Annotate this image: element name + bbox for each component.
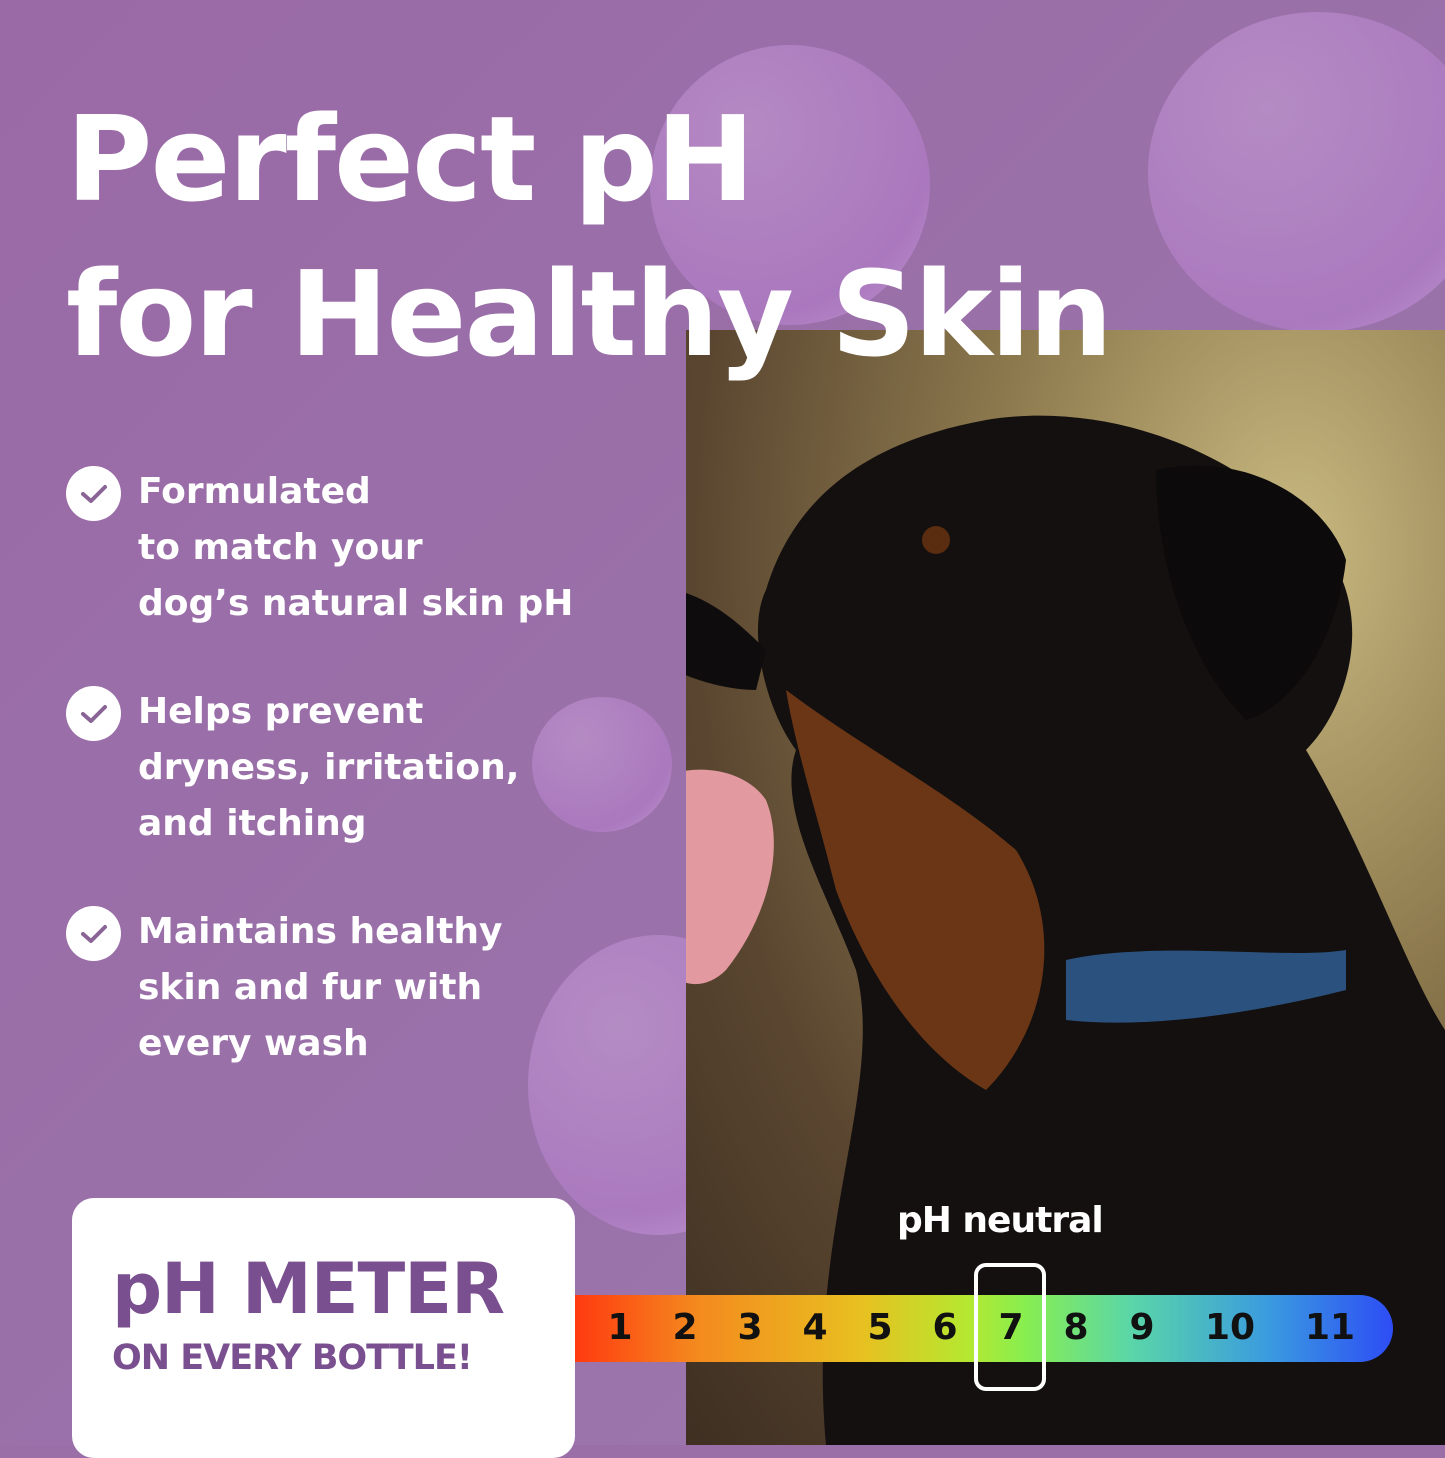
benefit-text: every wash: [138, 1023, 369, 1064]
benefit-text: Helps prevent: [138, 691, 424, 732]
ph-neutral-label: pH neutral: [897, 1200, 1104, 1241]
bubble-decoration: [650, 45, 930, 325]
ph-tick-label: 6: [932, 1307, 958, 1348]
ph-tick-label: 5: [867, 1307, 893, 1348]
ph-scale-bar: 1 2 3 4 5 6 7 8 9 10 11: [575, 1295, 1393, 1362]
ph-meter-subtitle: ON EVERY BOTTLE!: [112, 1338, 473, 1378]
headline-line-1: Perfect pH: [66, 90, 755, 228]
ph-tick-label: 2: [672, 1307, 698, 1348]
dog-photo: [686, 330, 1445, 1445]
benefit-text: Formulated: [138, 471, 371, 512]
benefit-text: and itching: [138, 803, 367, 844]
check-circle-icon: [66, 466, 121, 521]
benefit-list: Formulated to match your dog’s natural ski…: [66, 466, 598, 1126]
headline-line-2: for Healthy Skin: [66, 245, 1113, 383]
ph-meter-title: pH METER: [112, 1248, 505, 1330]
ph-tick-label: 7: [998, 1307, 1024, 1348]
bubble-decoration: [532, 697, 672, 832]
benefit-item: Maintains healthy skin and fur with every …: [66, 906, 598, 1072]
check-circle-icon: [66, 906, 121, 961]
benefit-item: Helps prevent dryness, irritation, and itc…: [66, 686, 598, 852]
benefit-text: dryness, irritation,: [138, 747, 520, 788]
ph-tick-label: 3: [737, 1307, 763, 1348]
benefit-text: dog’s natural skin pH: [138, 583, 574, 624]
ph-tick-label: 11: [1304, 1307, 1356, 1348]
benefit-text: to match your: [138, 527, 423, 568]
ph-neutral-marker: [974, 1263, 1046, 1391]
ph-tick-label: 4: [802, 1307, 828, 1348]
check-circle-icon: [66, 686, 121, 741]
ph-tick-label: 9: [1129, 1307, 1155, 1348]
ph-tick-label: 8: [1063, 1307, 1089, 1348]
benefit-item: Formulated to match your dog’s natural ski…: [66, 466, 598, 632]
ph-tick-label: 1: [607, 1307, 633, 1348]
benefit-text: skin and fur with: [138, 967, 483, 1008]
ph-meter-callout: pH METER ON EVERY BOTTLE!: [72, 1198, 575, 1458]
headline: Perfect pH for Healthy Skin: [66, 82, 1113, 392]
bubble-decoration: [1148, 12, 1445, 332]
ph-tick-label: 10: [1204, 1307, 1256, 1348]
benefit-text: Maintains healthy: [138, 911, 503, 952]
